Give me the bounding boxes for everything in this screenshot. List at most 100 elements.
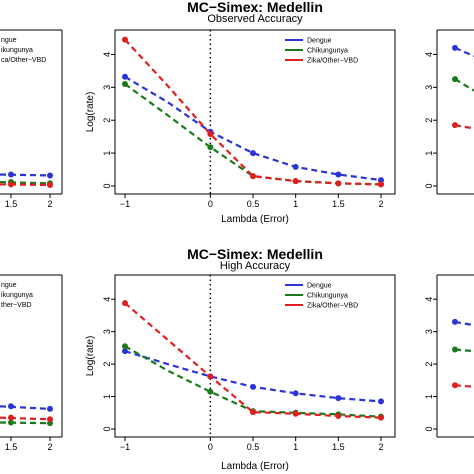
- series-line-fragment: [0, 416, 51, 421]
- plot-frame: [114, 29, 396, 195]
- y-tick-label: 4: [102, 297, 112, 302]
- y-tick-label: 0: [102, 426, 112, 431]
- legend-entry: Zika/Other−VBD: [307, 303, 358, 310]
- y-tick-label: 0: [424, 426, 434, 431]
- x-tick-label: 2: [378, 442, 383, 452]
- data-point: [122, 348, 128, 355]
- y-tick-label: 0: [102, 183, 112, 188]
- y-tick-label: 1: [424, 151, 434, 156]
- legend-entry-fragment: ther−VBD: [1, 302, 32, 309]
- data-point: [47, 416, 53, 423]
- x-tick-label: 1.5: [5, 442, 18, 452]
- data-point: [335, 180, 342, 187]
- series-line-fragment: [454, 348, 474, 353]
- plot-frame: [114, 274, 396, 438]
- data-point: [250, 150, 256, 157]
- series-line-fragment: [0, 183, 51, 187]
- y-tick-label: 4: [102, 52, 112, 57]
- data-point: [122, 81, 128, 88]
- y-tick-label: 1: [102, 151, 112, 156]
- series-line-fragment: [0, 405, 51, 410]
- y-tick-label: 0: [424, 183, 434, 188]
- data-point: [122, 73, 128, 80]
- right-partial-panel-2: 0 1 2 3 4: [424, 274, 474, 438]
- right-partial-panel-1: 0 1 2 3 4: [424, 29, 474, 195]
- y-tick-label: 3: [424, 85, 434, 90]
- legend-entry: Zika/Other−VBD: [307, 58, 358, 65]
- data-point: [378, 398, 384, 405]
- series-line-fragment: [454, 320, 474, 327]
- x-tick-label: −1: [120, 199, 130, 209]
- data-point: [47, 405, 53, 412]
- series-line-fragment: [0, 173, 51, 177]
- data-point: [8, 414, 14, 421]
- data-point: [378, 177, 384, 184]
- chart-subtitle: High Accuracy: [220, 260, 291, 272]
- series-line-2: [124, 302, 382, 419]
- data-point: [335, 171, 342, 178]
- x-tick-label: 1: [293, 442, 298, 452]
- legend-entry-fragment: ngue: [1, 282, 17, 289]
- chart-title: MC−Simex: Medellin: [187, 246, 323, 262]
- y-tick-label: 3: [102, 329, 112, 334]
- data-point: [292, 163, 299, 170]
- data-point: [8, 181, 14, 188]
- x-tick-label: 1: [293, 199, 298, 209]
- legend-entry-fragment: ikungunya: [1, 47, 33, 54]
- y-axis-label: Log(rate): [85, 92, 96, 133]
- data-point: [8, 403, 14, 410]
- legend-entry: Chikungunya: [307, 293, 348, 300]
- data-point: [8, 419, 14, 426]
- legend-entry-fragment: ca/Other−VBD: [1, 57, 46, 64]
- y-tick-label: 1: [102, 394, 112, 399]
- y-tick-label: 2: [424, 362, 434, 367]
- data-point: [452, 44, 458, 51]
- data-point: [335, 395, 342, 402]
- data-point: [378, 181, 384, 188]
- data-point: [250, 409, 256, 416]
- data-point: [292, 410, 299, 417]
- y-tick-label: 3: [102, 85, 112, 90]
- y-tick-label: 4: [424, 297, 434, 302]
- series-line-fragment: [454, 46, 474, 58]
- x-tick-label: 1.5: [332, 442, 345, 452]
- data-point: [207, 388, 214, 395]
- series-line-fragment: [0, 180, 51, 185]
- left-partial-panel-1: 1.5 2 ngue ikungunya ca/Other−VBD: [0, 29, 63, 209]
- data-point: [452, 346, 458, 353]
- data-point: [250, 173, 256, 180]
- data-point: [207, 144, 214, 151]
- x-tick-label: −1: [120, 442, 130, 452]
- data-point: [335, 413, 342, 420]
- data-point: [47, 172, 53, 179]
- series-line-fragment: [454, 78, 474, 92]
- series-line-1: [124, 345, 382, 418]
- x-axis-label: Lambda (Error): [221, 461, 289, 472]
- series-line-fragment: [454, 124, 474, 130]
- data-point: [452, 382, 458, 389]
- legend-entry: Dengue: [307, 283, 332, 290]
- data-point: [122, 343, 128, 350]
- left-partial-panel-2: 1.5 2 ngue ikungunya ther−VBD: [0, 274, 63, 452]
- legend-entry: Dengue: [307, 38, 332, 45]
- series-line-fragment: [454, 384, 474, 388]
- x-tick-label: 0: [208, 199, 213, 209]
- y-tick-label: 2: [102, 362, 112, 367]
- x-tick-label: 0.5: [247, 199, 260, 209]
- x-tick-label: 1.5: [5, 199, 18, 209]
- x-tick-label: 1.5: [332, 199, 345, 209]
- data-point: [250, 383, 256, 390]
- y-tick-label: 2: [424, 118, 434, 123]
- x-tick-label: 2: [47, 199, 52, 209]
- series-line-0: [124, 350, 382, 403]
- data-point: [452, 122, 458, 129]
- x-tick-label: 0: [208, 442, 213, 452]
- chart-title: MC−Simex: Medellin: [187, 0, 323, 15]
- data-point: [452, 76, 458, 83]
- y-tick-label: 2: [102, 118, 112, 123]
- data-point: [122, 36, 128, 43]
- x-axis-label: Lambda (Error): [221, 214, 289, 225]
